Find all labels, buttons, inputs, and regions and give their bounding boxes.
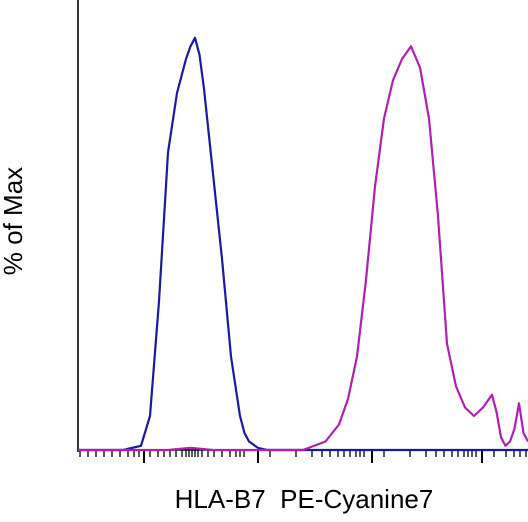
axes bbox=[77, 0, 528, 452]
x-axis-ticks bbox=[79, 450, 527, 463]
series-layer bbox=[78, 36, 528, 452]
x-axis-label: HLA-B7 PE-Cyanine7 bbox=[175, 484, 434, 514]
y-axis-label: % of Max bbox=[0, 167, 28, 275]
histogram-series-1 bbox=[78, 36, 528, 452]
histogram-series-2 bbox=[78, 45, 528, 452]
